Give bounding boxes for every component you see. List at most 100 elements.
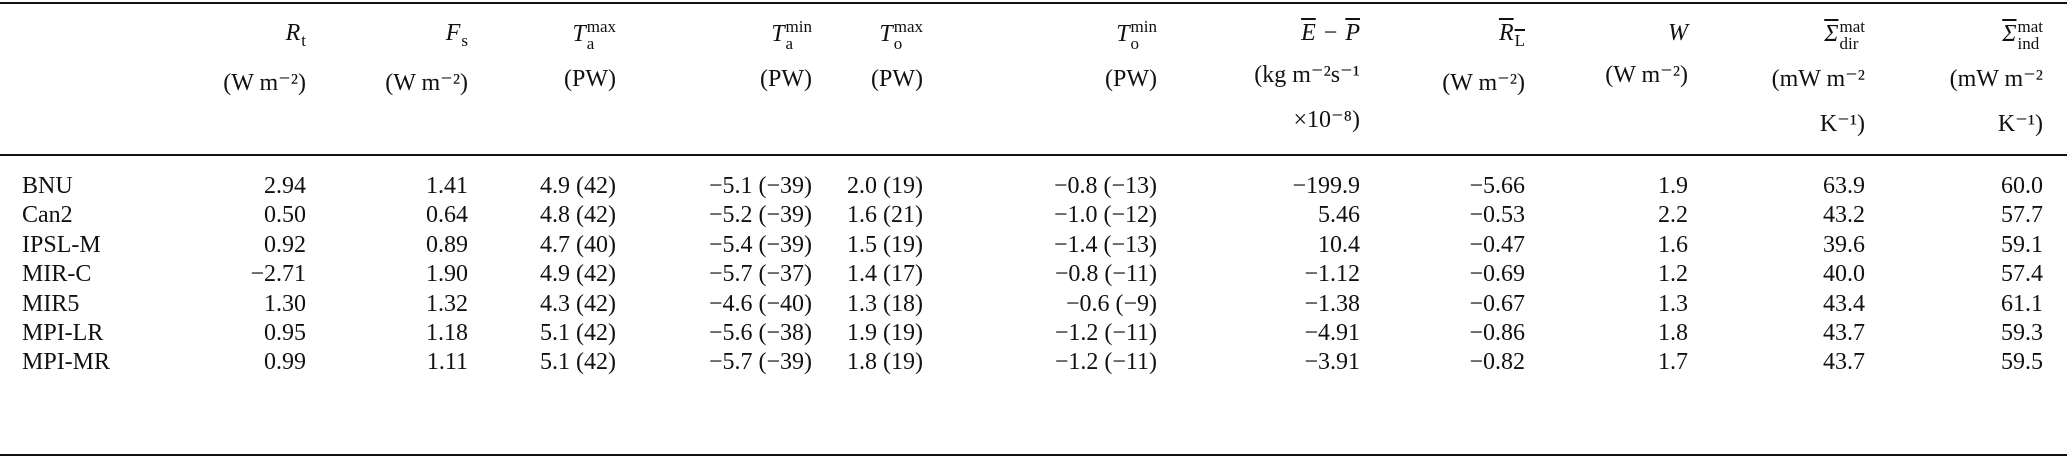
subscript: o xyxy=(1130,34,1140,53)
column-header: RL (W m⁻²) xyxy=(1442,18,1525,98)
header-symbol: RL xyxy=(1442,18,1525,56)
superscript: min xyxy=(1130,17,1157,36)
header-symbol: Rt xyxy=(223,18,306,56)
table-cell: 1.3 (18) xyxy=(847,290,923,317)
header-units: ×10⁻⁸) xyxy=(1293,107,1360,133)
bottom-rule xyxy=(0,454,2067,456)
table-cell: 10.4 xyxy=(1318,231,1360,258)
symbol: T xyxy=(771,20,785,47)
table-cell: 1.8 (19) xyxy=(847,349,923,376)
subscript: t xyxy=(301,31,306,50)
subscript: a xyxy=(586,34,595,53)
header-units: K⁻¹) xyxy=(1997,111,2043,137)
table-cell: 43.7 xyxy=(1823,320,1865,346)
table-cell: 2.0 (19) xyxy=(847,173,923,199)
table-cell: 59.3 xyxy=(2001,320,2043,346)
table-cell: −5.1 (−39) xyxy=(708,173,812,199)
table-cell: −0.47 xyxy=(1469,231,1525,258)
subscript: ind xyxy=(2017,34,2040,53)
table-cell: 4.9 (42) xyxy=(540,173,616,199)
table-cell: −0.6 (−9) xyxy=(1065,290,1157,317)
table-cell: 1.6 (21) xyxy=(847,202,923,229)
script-stack: max o xyxy=(894,18,923,52)
table-cell: −5.4 (−39) xyxy=(708,231,812,258)
table-cell: 39.6 xyxy=(1823,231,1865,258)
table-cell: 1.5 (19) xyxy=(847,231,923,258)
table-cell: 1.32 xyxy=(426,290,468,317)
table-cell: −1.2 (−11) xyxy=(1054,320,1157,346)
script-stack: min a xyxy=(786,18,812,52)
subscript: dir xyxy=(1839,34,1859,53)
subscript: s xyxy=(461,31,468,50)
table-cell: −0.67 xyxy=(1469,290,1525,317)
row-label: MIR-C xyxy=(22,261,92,288)
table-cell: −5.2 (−39) xyxy=(708,202,812,229)
table-cell: 1.30 xyxy=(264,290,306,317)
symbol-group: Fs xyxy=(445,20,468,50)
row-label: MPI-LR xyxy=(22,320,104,346)
table-cell: 0.92 xyxy=(264,231,306,258)
symbol: Σ xyxy=(1824,20,1839,47)
table-cell: 1.8 xyxy=(1658,320,1688,346)
symbol: T xyxy=(572,20,586,47)
header-rule xyxy=(0,154,2067,156)
header-symbol: E − P xyxy=(1254,18,1360,48)
superscript: min xyxy=(785,17,812,36)
table-cell: 4.9 (42) xyxy=(540,261,616,288)
row-label: BNU xyxy=(22,173,73,199)
header-units: (W m⁻²) xyxy=(385,70,468,96)
table-cell: −1.0 (−12) xyxy=(1053,202,1157,229)
table-cell: 43.4 xyxy=(1823,290,1865,317)
table-cell: 1.4 (17) xyxy=(847,261,923,288)
table-cell: 1.90 xyxy=(426,261,468,288)
header-units: (PW) xyxy=(1105,66,1157,92)
symbol-group: W xyxy=(1668,20,1688,46)
table-cell: 1.7 xyxy=(1658,349,1688,376)
column-header: W (W m⁻²) xyxy=(1605,18,1688,90)
subscript: o xyxy=(893,34,903,53)
table-cell: 60.0 xyxy=(2001,173,2043,199)
table-cell: 63.9 xyxy=(1823,173,1865,199)
table-cell: 0.99 xyxy=(264,349,306,376)
header-units: (mW m⁻² xyxy=(1949,66,2043,92)
symbol: R xyxy=(1498,20,1514,46)
top-rule xyxy=(0,2,2067,4)
table-cell: 1.9 xyxy=(1658,173,1688,199)
row-label: IPSL-M xyxy=(22,231,101,258)
header-symbol: Fs xyxy=(385,18,468,56)
table-cell: −5.6 (−38) xyxy=(708,320,812,346)
table-cell: −0.69 xyxy=(1469,261,1525,288)
table-cell: 61.1 xyxy=(2001,290,2043,317)
table-cell: 59.1 xyxy=(2001,231,2043,258)
table-cell: 1.11 xyxy=(426,349,468,376)
script-stack: max a xyxy=(587,18,616,52)
table-cell: −4.6 (−40) xyxy=(708,290,812,317)
table-cell: 40.0 xyxy=(1823,261,1865,288)
superscript: max xyxy=(893,17,923,36)
symbol: W xyxy=(1668,20,1688,46)
table-cell: 5.1 (42) xyxy=(540,320,616,346)
column-header: E − P (kg m⁻²s⁻¹ ×10⁻⁸) xyxy=(1254,18,1360,135)
table-cell: −5.7 (−39) xyxy=(708,349,812,376)
table-cell: 0.95 xyxy=(264,320,306,346)
table-cell: 0.50 xyxy=(264,202,306,229)
symbol: F xyxy=(445,20,461,46)
table-cell: −0.8 (−11) xyxy=(1054,261,1157,288)
header-units: (PW) xyxy=(564,66,616,92)
symbol: T xyxy=(879,20,893,47)
table-cell: −0.86 xyxy=(1469,320,1525,346)
table-cell: 43.7 xyxy=(1823,349,1865,376)
table-cell: 5.46 xyxy=(1318,202,1360,229)
symbol: P xyxy=(1345,20,1360,46)
